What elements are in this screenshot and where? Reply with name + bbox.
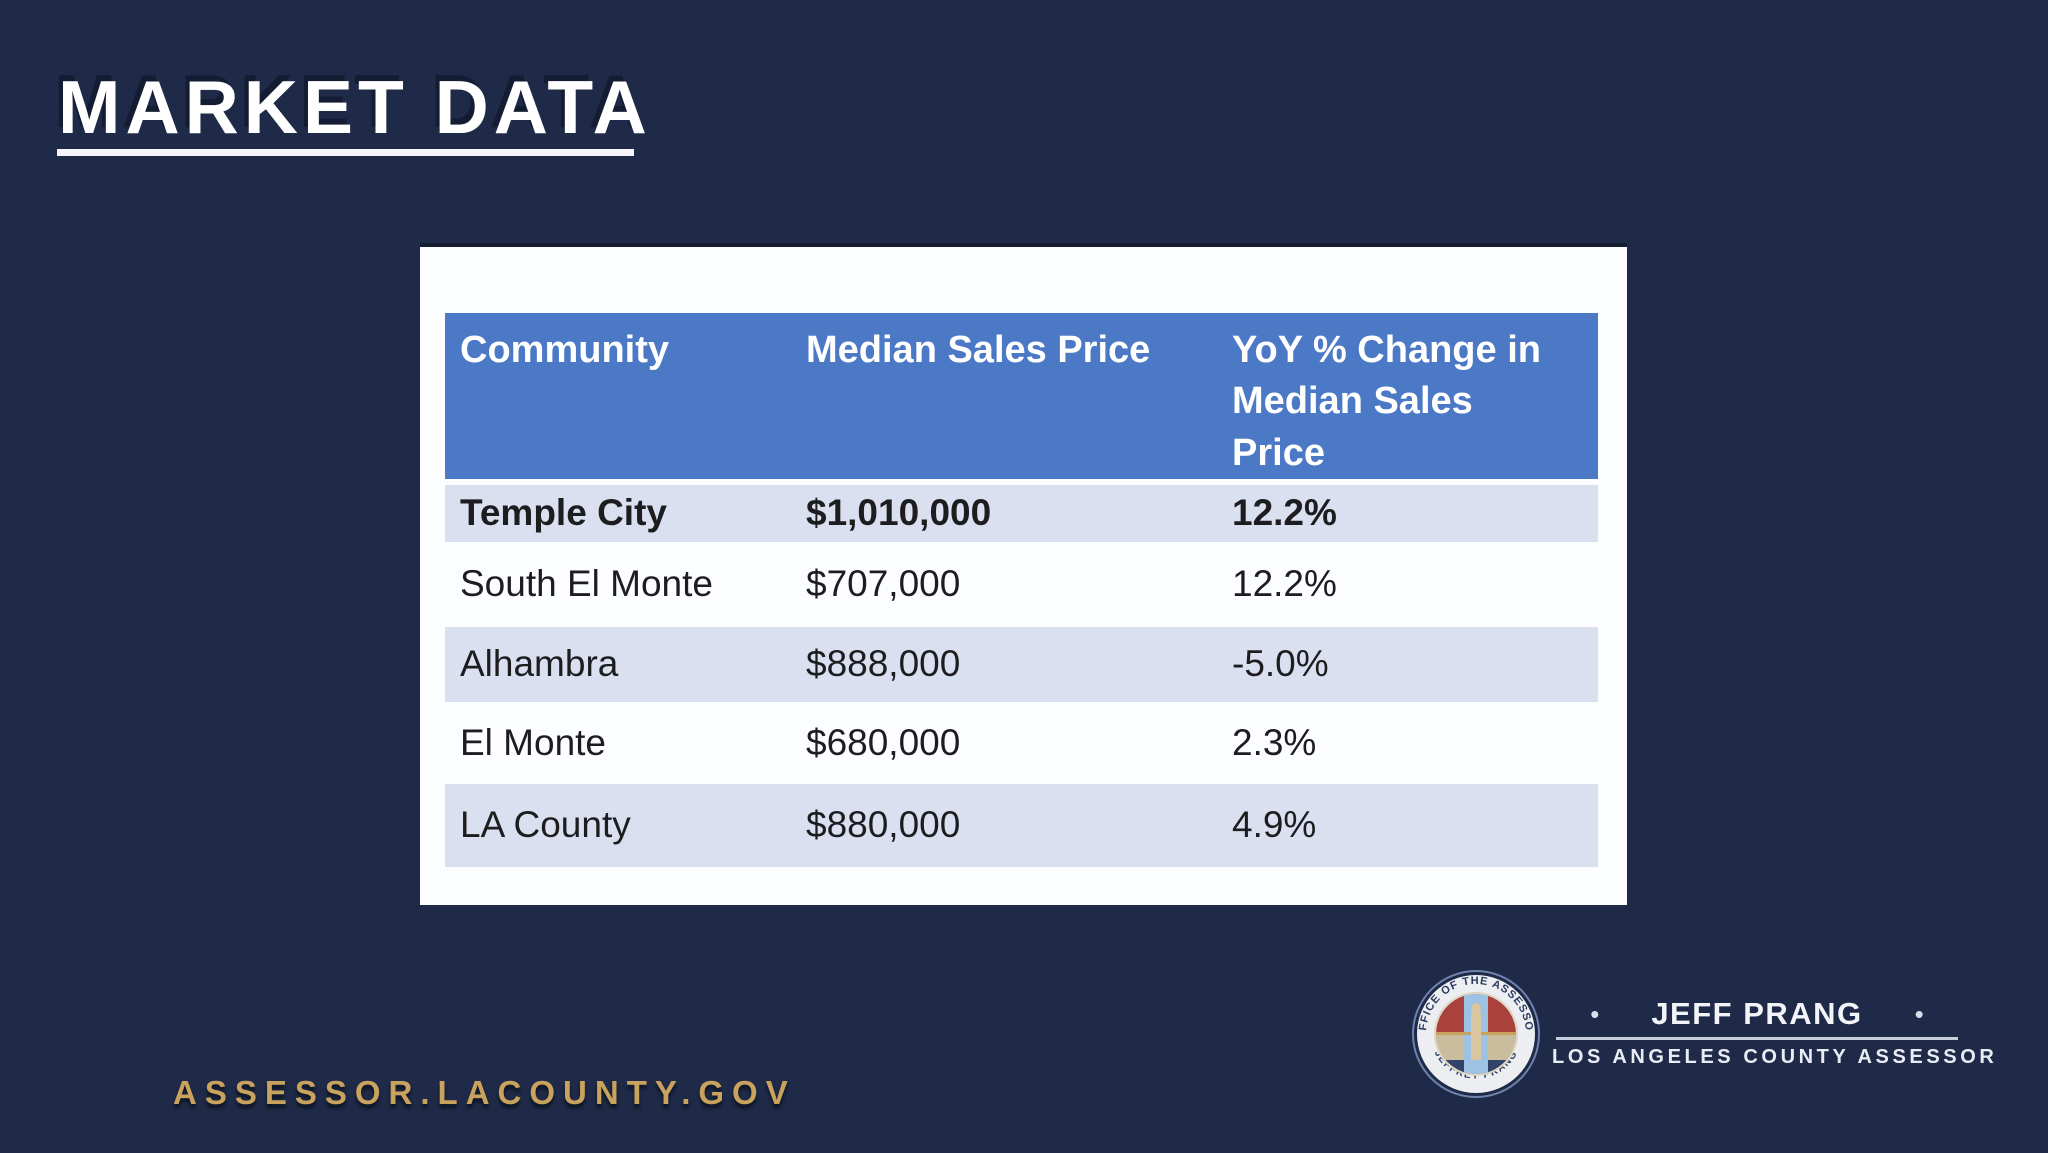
price-cell: $880,000 — [791, 783, 1217, 867]
yoy-cell: 12.2% — [1217, 478, 1598, 542]
yoy-cell: 12.2% — [1217, 541, 1598, 627]
table-header-row: Community Median Sales Price YoY % Chang… — [445, 313, 1598, 482]
table-row-el-monte: El Monte $680,000 2.3% — [445, 701, 1598, 784]
price-cell: $680,000 — [791, 701, 1217, 784]
price-cell: $1,010,000 — [791, 478, 1217, 542]
page-title: MARKET DATA — [58, 65, 652, 149]
market-data-card: Community Median Sales Price YoY % Chang… — [420, 247, 1627, 905]
column-header-community: Community — [445, 313, 791, 482]
brand-name-row: • JEFF PRANG • — [1552, 995, 1962, 1033]
community-cell: LA County — [445, 783, 791, 867]
community-cell: Temple City — [445, 478, 791, 542]
price-cell: $707,000 — [791, 541, 1217, 627]
market-table: Community Median Sales Price YoY % Chang… — [445, 313, 1598, 867]
community-cell: El Monte — [445, 701, 791, 784]
footer-website-text: ASSESSOR.LACOUNTY.GOV — [173, 1074, 796, 1111]
table-row-la-county: LA County $880,000 4.9% — [445, 783, 1598, 867]
column-header-yoy-change: YoY % Change in Median Sales Price — [1217, 313, 1598, 482]
seal-center-art — [1436, 994, 1516, 1074]
price-cell: $888,000 — [791, 626, 1217, 702]
brand-right-dot-icon: • — [1914, 999, 1924, 1029]
column-header-median-price: Median Sales Price — [791, 313, 1217, 482]
table-row-alhambra: Alhambra $888,000 -5.0% — [445, 626, 1598, 702]
yoy-cell: 2.3% — [1217, 701, 1598, 784]
brand-subtitle: LOS ANGELES COUNTY ASSESSOR — [1552, 1046, 1998, 1068]
yoy-cell: 4.9% — [1217, 783, 1598, 867]
assessor-seal-icon: OFFICE OF THE ASSESSOR JEFFREY PRANG — [1412, 970, 1540, 1098]
brand-divider — [1556, 1037, 1958, 1040]
community-cell: South El Monte — [445, 541, 791, 627]
title-underline — [57, 149, 634, 156]
brand-left-dot-icon: • — [1590, 999, 1600, 1029]
brand-name: JEFF PRANG — [1651, 996, 1863, 1031]
table-row-south-el-monte: South El Monte $707,000 12.2% — [445, 541, 1598, 627]
community-cell: Alhambra — [445, 626, 791, 702]
yoy-cell: -5.0% — [1217, 626, 1598, 702]
table-row-temple-city: Temple City $1,010,000 12.2% — [445, 478, 1598, 542]
